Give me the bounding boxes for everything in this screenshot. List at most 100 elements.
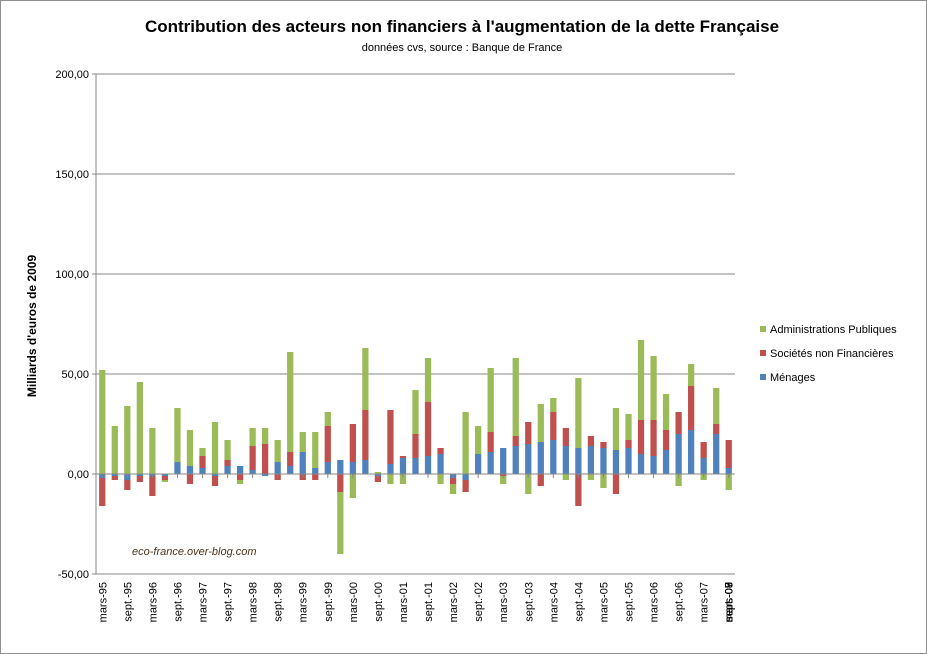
bar-societes-non-financieres (725, 440, 732, 468)
x-tick-label: mars-02 (448, 582, 460, 622)
bar-administrations-publiques (399, 474, 407, 484)
bar-administrations-publiques (236, 480, 244, 484)
bar-societes-non-financieres (262, 444, 269, 474)
x-tick-label: mars-04 (548, 582, 560, 622)
bar-societes-non-financieres (525, 422, 532, 444)
bar-societes-non-financieres (324, 426, 331, 462)
bar-administrations-publiques (625, 414, 632, 440)
bar-administrations-publiques (349, 474, 356, 498)
bar-administrations-publiques (387, 474, 394, 484)
bar-societes-non-financieres (437, 448, 444, 454)
bar-administrations-publiques (274, 440, 281, 462)
bar-menages (637, 454, 645, 474)
bar-administrations-publiques (512, 358, 519, 436)
x-tick-label: sept.-05 (624, 582, 636, 622)
x-tick-label: sept.-03 (523, 582, 535, 622)
bar-menages (550, 440, 557, 474)
x-tick-label: mars-08 (724, 582, 736, 622)
bar-societes-non-financieres (399, 456, 407, 458)
bar-societes-non-financieres (512, 436, 519, 446)
bar-societes-non-financieres (662, 430, 670, 450)
bar-administrations-publiques (612, 408, 620, 450)
bar-administrations-publiques (525, 474, 532, 494)
y-tick-label: 50,00 (61, 369, 89, 381)
bar-menages (249, 470, 256, 474)
bar-societes-non-financieres (713, 424, 720, 434)
bar-menages (487, 452, 494, 474)
bar-societes-non-financieres (236, 474, 244, 480)
bar-societes-non-financieres (224, 460, 231, 466)
bar-administrations-publiques (725, 474, 732, 490)
x-tick-label: sept.-98 (273, 582, 285, 622)
bar-administrations-publiques (262, 428, 269, 444)
bar-menages (500, 448, 507, 474)
bar-administrations-publiques (500, 476, 507, 484)
bar-administrations-publiques (424, 358, 432, 402)
bar-administrations-publiques (337, 492, 344, 554)
bar-menages (211, 474, 219, 476)
bar-administrations-publiques (437, 474, 444, 484)
x-tick-label: mars-06 (649, 582, 661, 622)
legend-label-administrations-publiques: Administrations Publiques (770, 324, 897, 336)
x-tick-label: mars-00 (348, 582, 360, 622)
bar-administrations-publiques (362, 348, 369, 410)
chart-title: Contribution des acteurs non financiers … (145, 17, 779, 36)
x-axis-ticks: mars-95 sept.-95 mars-96 sept.-96 mars-97 sep… (97, 474, 736, 622)
bar-menages (688, 430, 695, 474)
bar-menages (399, 458, 407, 474)
y-axis-label: Milliards d'euros de 2009 (25, 255, 39, 398)
bar-administrations-publiques (688, 364, 695, 386)
bar-administrations-publiques (287, 352, 294, 452)
bar-societes-non-financieres (637, 420, 645, 454)
bar-administrations-publiques (324, 412, 331, 426)
x-tick-label: mars-05 (598, 582, 610, 622)
bar-administrations-publiques (575, 378, 582, 448)
bar-menages (662, 450, 670, 474)
watermark: eco-france.over-blog.com (132, 546, 257, 558)
bar-menages (475, 454, 482, 474)
y-tick-label: 0,00 (68, 469, 89, 481)
bar-menages (274, 462, 281, 474)
bar-menages (612, 450, 620, 474)
bar-menages (362, 460, 369, 474)
x-tick-label: sept.-95 (122, 582, 134, 622)
bar-societes-non-financieres (349, 424, 356, 462)
bar-administrations-publiques (449, 484, 457, 494)
x-tick-label: mars-98 (248, 582, 260, 622)
bar-administrations-publiques (224, 440, 231, 460)
y-tick-label: 150,00 (55, 169, 89, 181)
legend-swatch-societes-non-financieres (760, 350, 766, 356)
bar-societes-non-financieres (537, 474, 544, 486)
bar-societes-non-financieres (287, 452, 294, 466)
bar-administrations-publiques (136, 382, 143, 474)
y-tick-label: -50,00 (58, 569, 89, 581)
bar-menages (650, 456, 657, 474)
bar-administrations-publiques (412, 390, 419, 434)
bar-menages (299, 452, 306, 474)
bar-menages (224, 466, 231, 474)
y-tick-label: 100,00 (55, 269, 89, 281)
bar-administrations-publiques (312, 432, 319, 468)
bar-menages (337, 460, 344, 474)
bar-societes-non-financieres (424, 402, 432, 456)
bar-menages (625, 448, 632, 474)
bar-menages (575, 448, 582, 474)
bar-administrations-publiques (99, 370, 106, 474)
bar-administrations-publiques (462, 412, 469, 474)
axes (95, 74, 735, 574)
bar-societes-non-financieres (312, 474, 319, 480)
bar-societes-non-financieres (625, 440, 632, 448)
bar-societes-non-financieres (550, 412, 557, 440)
x-tick-label: mars-01 (398, 582, 410, 622)
x-tick-label: sept.-00 (373, 582, 385, 622)
bar-societes-non-financieres (161, 476, 169, 480)
bar-menages (136, 474, 143, 476)
bar-administrations-publiques (249, 428, 256, 446)
gridlines (96, 73, 735, 575)
bar-menages (725, 468, 732, 474)
y-axis-ticks: 200,00 150,00 100,00 50,00 0,00 -50,00 (55, 69, 96, 581)
x-tick-label: mars-03 (498, 582, 510, 622)
x-tick-label: mars-95 (97, 582, 109, 622)
